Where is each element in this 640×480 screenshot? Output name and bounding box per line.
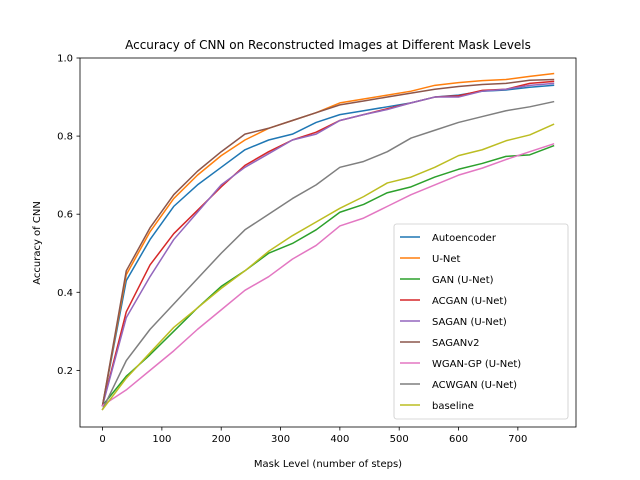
series-line-9 <box>101 123 555 411</box>
legend-label: WGAN-GP (U-Net) <box>432 359 521 370</box>
series-line-2 <box>101 72 555 407</box>
legend-label: SAGANv2 <box>432 338 480 349</box>
series-line-6 <box>101 78 555 407</box>
series-line-4 <box>101 80 555 407</box>
series-line-7 <box>101 142 555 407</box>
x-axis: 0 100 200 300 400 500 600 700 <box>99 427 527 445</box>
legend-label: ACGAN (U-Net) <box>432 296 507 307</box>
legend-box <box>393 223 569 420</box>
y-tick-label: 0.6 <box>57 210 73 221</box>
y-tick-label: 1.0 <box>57 54 73 65</box>
y-tick-label: 0.4 <box>57 288 73 299</box>
legend-label: ACWGAN (U-Net) <box>432 380 517 391</box>
y-axis: 0.2 0.4 0.6 0.8 1.0 <box>57 54 80 377</box>
x-tick-label: 500 <box>390 434 409 445</box>
x-tick-label: 700 <box>508 434 527 445</box>
legend: Autoencoder U-Net GAN (U-Net) ACGAN (U-Net)… <box>393 223 569 420</box>
x-tick-label: 400 <box>330 434 349 445</box>
y-tick-label: 0.8 <box>57 132 73 143</box>
series-line-5 <box>101 82 555 407</box>
legend-label: Autoencoder <box>432 233 497 244</box>
series-line-8 <box>101 100 555 411</box>
x-tick-label: 200 <box>212 434 231 445</box>
x-tick-label: 0 <box>99 434 105 445</box>
x-tick-label: 300 <box>271 434 290 445</box>
series-lines <box>101 72 555 411</box>
chart-title: Accuracy of CNN on Reconstructed Images … <box>125 38 531 52</box>
legend-label: baseline <box>432 401 474 412</box>
y-tick-label: 0.2 <box>57 366 73 377</box>
legend-label: U-Net <box>432 254 461 265</box>
x-tick-label: 600 <box>449 434 468 445</box>
x-tick-label: 100 <box>152 434 171 445</box>
x-axis-label: Mask Level (number of steps) <box>254 459 402 470</box>
legend-label: GAN (U-Net) <box>432 275 494 286</box>
series-line-3 <box>101 144 555 407</box>
plot-frame <box>79 57 577 428</box>
y-axis-label: Accuracy of CNN <box>32 201 43 285</box>
legend-label: SAGAN (U-Net) <box>432 317 507 328</box>
